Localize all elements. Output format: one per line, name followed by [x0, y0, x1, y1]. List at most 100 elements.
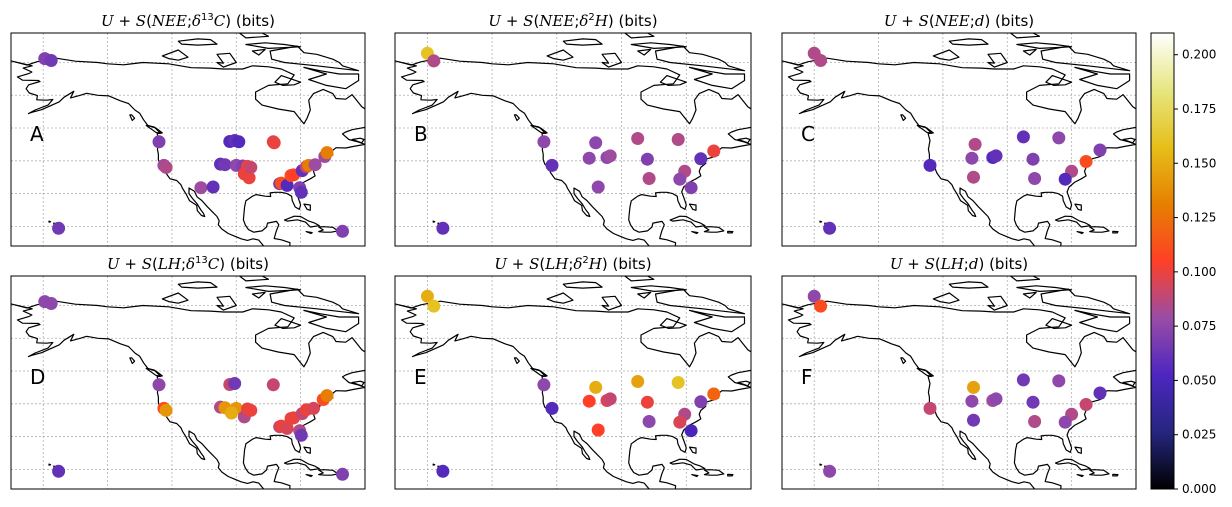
site-marker	[631, 132, 645, 145]
site-marker	[280, 421, 294, 435]
island-coastline	[269, 45, 360, 72]
site-marker	[545, 401, 559, 415]
island-coastline	[900, 114, 907, 122]
island-coastline	[754, 118, 775, 138]
island-coastline	[1045, 318, 1073, 329]
site-marker	[1058, 415, 1072, 429]
site-marker	[989, 392, 1003, 406]
site-marker	[1052, 374, 1066, 388]
site-marker	[336, 467, 349, 481]
island-coastline	[669, 458, 706, 471]
island-coastline	[654, 45, 746, 72]
site-marker	[591, 180, 605, 194]
island-coastline	[727, 473, 734, 477]
island-coastline	[1009, 276, 1041, 282]
island-coastline	[987, 295, 1008, 311]
island-coastline	[432, 463, 436, 466]
island-coastline	[1054, 215, 1091, 228]
island-coastline	[688, 203, 697, 211]
site-marker	[671, 133, 685, 146]
site-marker	[218, 158, 232, 172]
site-marker	[814, 299, 828, 313]
island-coastline	[530, 367, 547, 377]
island-coastline	[368, 118, 389, 138]
island-coastline	[129, 357, 136, 365]
island-coastline	[1009, 33, 1041, 39]
island-coastline	[637, 48, 652, 56]
site-marker	[280, 178, 294, 192]
site-marker	[967, 380, 980, 394]
coastline	[782, 57, 1136, 246]
island-coastline	[819, 463, 823, 466]
island-coastline	[948, 281, 989, 289]
site-marker	[320, 146, 334, 160]
island-coastline	[737, 137, 751, 144]
island-coastline	[368, 361, 389, 381]
island-coastline	[1089, 226, 1110, 233]
site-marker	[244, 403, 258, 417]
site-marker	[923, 158, 937, 172]
island-coastline	[48, 220, 52, 223]
colorbar-tick-label: 0.125	[1182, 211, 1216, 225]
panel-letter: F	[801, 365, 813, 389]
island-coastline	[305, 231, 313, 235]
coastline	[11, 300, 365, 489]
site-marker	[1058, 172, 1072, 186]
map-panel-d: D U + S(LH;δ13C) (bits)	[10, 255, 389, 490]
site-marker	[965, 394, 979, 408]
site-marker	[1016, 373, 1030, 387]
island-coastline	[251, 291, 266, 299]
panel-frame	[10, 275, 366, 490]
panel-title: U + S(NEE;d) (bits)	[884, 12, 1034, 30]
map-area	[395, 33, 775, 246]
site-marker	[427, 299, 441, 313]
site-marker	[671, 376, 685, 389]
island-coastline	[1074, 446, 1082, 454]
site-marker	[989, 149, 1003, 163]
site-marker	[206, 180, 220, 194]
site-marker	[228, 377, 242, 390]
site-marker	[591, 423, 605, 437]
island-coastline	[688, 309, 746, 333]
island-coastline	[637, 291, 652, 299]
island-coastline	[703, 469, 725, 476]
island-coastline	[703, 226, 725, 233]
island-coastline	[216, 52, 237, 68]
site-marker	[152, 135, 166, 149]
site-marker	[603, 149, 617, 163]
panel-frame	[394, 32, 752, 247]
site-marker	[823, 221, 837, 235]
colorbar-gradient	[1150, 32, 1175, 490]
site-marker	[923, 401, 937, 415]
site-marker	[707, 387, 721, 401]
site-marker	[152, 378, 166, 392]
map-panel-f: F U + S(LH;d) (bits)	[781, 255, 1137, 490]
island-coastline	[1074, 66, 1131, 90]
island-coastline	[269, 288, 360, 315]
panel-frame	[781, 275, 1137, 490]
site-marker	[537, 378, 551, 392]
panel-title: U + S(LH;d) (bits)	[890, 255, 1028, 273]
island-coastline	[274, 75, 302, 86]
site-marker	[968, 137, 982, 151]
site-marker	[44, 297, 58, 310]
colorbar: 0.000 0.025 0.050 0.075 0.100 0.125 0.150 0.175…	[1150, 32, 1216, 496]
island-coastline	[654, 288, 746, 315]
island-coastline	[1074, 309, 1131, 333]
island-coastline	[562, 38, 603, 46]
island-coastline	[351, 380, 365, 387]
colorbar-tick-label: 0.050	[1182, 373, 1216, 387]
colorbar-tick-label: 0.075	[1182, 319, 1216, 333]
island-coastline	[303, 446, 311, 454]
island-coastline	[1040, 288, 1131, 315]
coastline	[11, 57, 365, 246]
island-coastline	[1016, 42, 1073, 49]
island-coastline	[1076, 474, 1084, 478]
island-coastline	[48, 463, 52, 466]
map-area	[782, 33, 1136, 246]
island-coastline	[546, 292, 574, 304]
island-coastline	[318, 469, 339, 476]
island-coastline	[819, 220, 823, 223]
site-marker	[1052, 131, 1066, 145]
site-marker	[52, 464, 66, 478]
